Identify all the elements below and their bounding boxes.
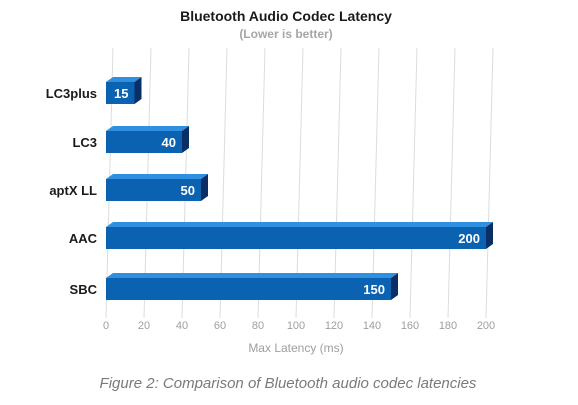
category-label: LC3plus xyxy=(46,86,97,101)
bar-aac: 200 xyxy=(106,222,493,249)
bar-front-face xyxy=(106,179,201,201)
bar-side-face xyxy=(201,174,208,201)
gridline-160 xyxy=(409,47,418,319)
bar-value-label: 200 xyxy=(458,231,480,246)
x-tick-label: 40 xyxy=(176,320,188,332)
x-axis-title: Max Latency (ms) xyxy=(248,341,343,355)
bar-top-face xyxy=(106,126,189,131)
figure-caption: Figure 2: Comparison of Bluetooth audio … xyxy=(100,375,477,392)
bar-top-face xyxy=(106,77,142,82)
category-label: aptX LL xyxy=(49,183,97,198)
bar-value-label: 50 xyxy=(181,183,195,198)
gridline-200 xyxy=(485,47,494,319)
x-tick-label: 180 xyxy=(439,320,457,332)
bar-top-face xyxy=(106,174,208,179)
bar-lc3plus: 15 xyxy=(106,77,142,104)
bar-front-face xyxy=(106,131,182,153)
chart-subtitle: (Lower is better) xyxy=(239,27,332,41)
bar-aptx-ll: 50 xyxy=(106,174,208,201)
x-tick-label: 0 xyxy=(103,320,109,332)
x-tick-label: 160 xyxy=(401,320,419,332)
bar-front-face xyxy=(106,227,486,249)
x-tick-label: 100 xyxy=(287,320,305,332)
bars: 15 40 50 200 150 xyxy=(106,77,493,300)
bar-side-face xyxy=(134,77,142,104)
bar-value-label: 150 xyxy=(363,282,385,297)
bar-side-face xyxy=(486,222,493,249)
x-tick-label: 80 xyxy=(252,320,264,332)
x-tick-label: 20 xyxy=(138,320,150,332)
category-labels: LC3plus LC3 aptX LL AAC SBC xyxy=(46,86,98,297)
bar-front-face xyxy=(106,278,391,300)
bar-side-face xyxy=(391,273,398,300)
x-tick-label: 140 xyxy=(363,320,381,332)
bar-top-face xyxy=(106,222,493,227)
bar-sbc: 150 xyxy=(106,273,398,300)
bar-top-face xyxy=(106,273,398,278)
category-label: LC3 xyxy=(72,135,97,150)
bar-lc3: 40 xyxy=(106,126,189,153)
bar-value-label: 40 xyxy=(162,135,176,150)
x-tick-label: 60 xyxy=(214,320,226,332)
x-tick-label: 200 xyxy=(477,320,495,332)
bar-value-label: 15 xyxy=(114,86,128,101)
bar-front-face xyxy=(106,82,135,104)
gridline-180 xyxy=(447,47,456,319)
category-label: AAC xyxy=(69,231,98,246)
category-label: SBC xyxy=(70,282,98,297)
x-tick-label: 120 xyxy=(325,320,343,332)
bar-side-face xyxy=(182,126,189,153)
x-axis-ticks: 0 20 40 60 80 100 120 140 160 180 200 xyxy=(103,320,495,332)
chart-title: Bluetooth Audio Codec Latency xyxy=(180,8,392,24)
